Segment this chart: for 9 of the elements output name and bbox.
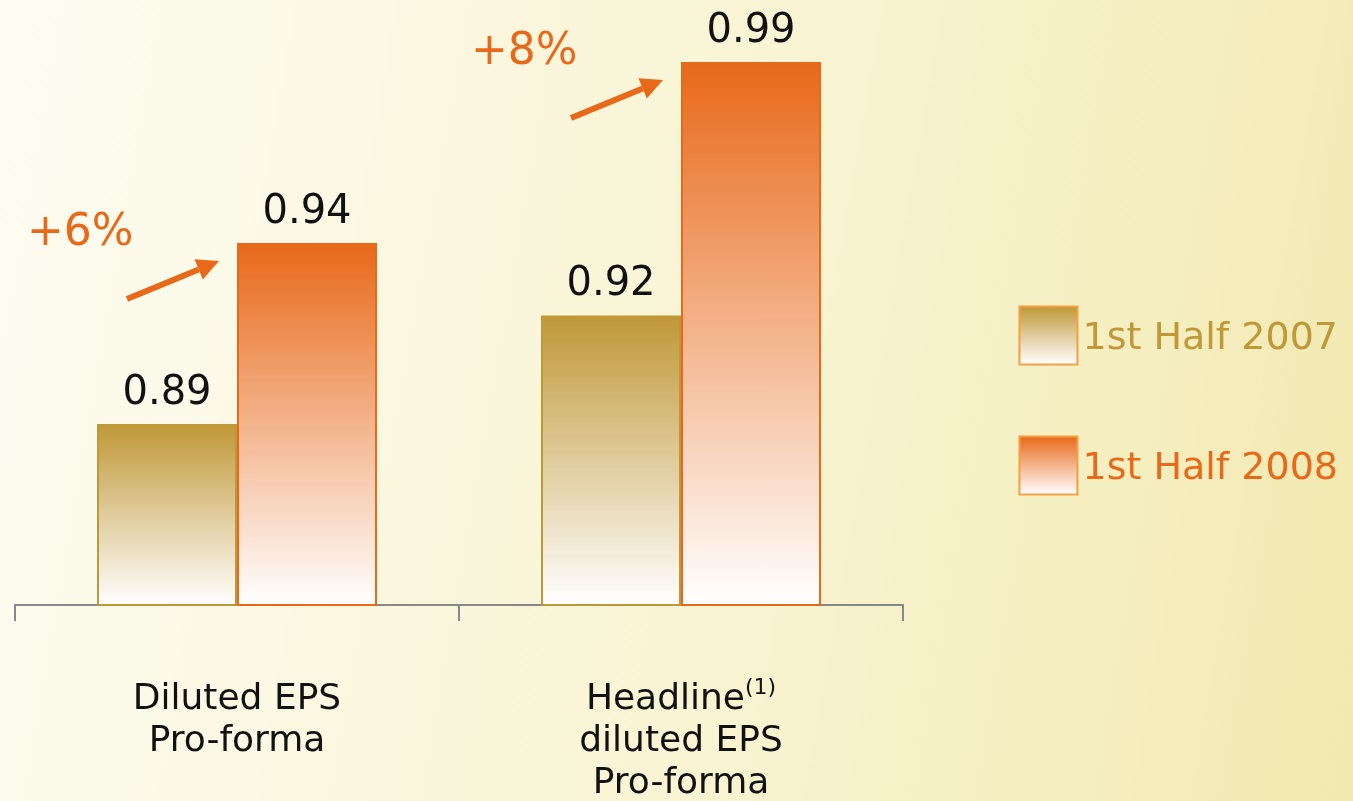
x-tick-label: Diluted EPS Pro-forma (132, 675, 342, 759)
legend-label: 1st Half 2008 (1082, 443, 1339, 488)
data-label: 0.89 (122, 367, 212, 413)
data-label: 0.92 (566, 258, 656, 305)
legend-label: 1st Half 2007 (1082, 313, 1339, 358)
annotation: +6% (27, 204, 134, 255)
data-label: 0.94 (262, 186, 352, 232)
data-label: 0.99 (706, 5, 796, 51)
annotation: +8% (471, 23, 578, 74)
